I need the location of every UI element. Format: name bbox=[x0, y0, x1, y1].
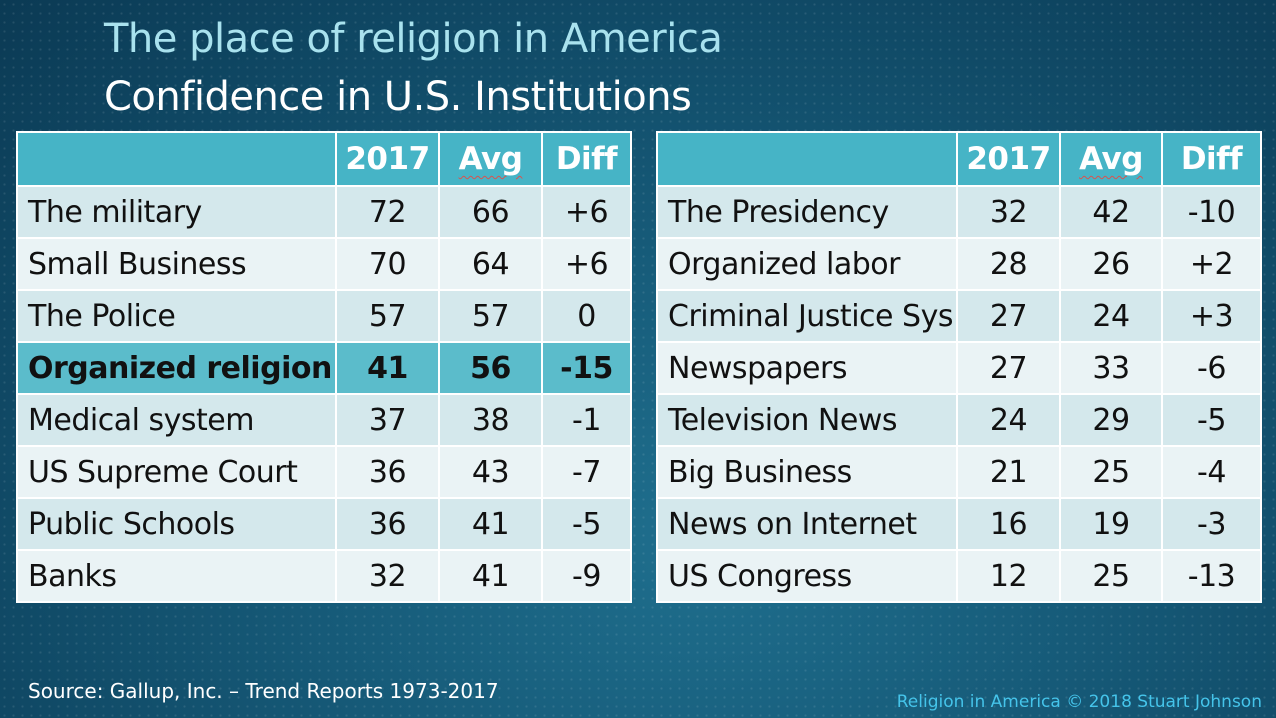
value-avg: 66 bbox=[438, 185, 543, 239]
value-avg: 42 bbox=[1059, 185, 1163, 239]
value-diff: 0 bbox=[541, 289, 632, 343]
institution-name: Organized religion bbox=[16, 341, 337, 395]
value-avg: 26 bbox=[1059, 237, 1163, 291]
header-avg: Avg bbox=[438, 131, 543, 187]
table-row: Criminal Justice Sys 27 24 +3 bbox=[656, 289, 1262, 343]
header-avg-label: Avg bbox=[458, 141, 523, 177]
value-diff: -6 bbox=[1161, 341, 1262, 395]
table-header-row: 2017 Avg Diff bbox=[16, 131, 632, 187]
value-2017: 27 bbox=[956, 341, 1061, 395]
value-diff: -13 bbox=[1161, 549, 1262, 603]
header-diff: Diff bbox=[541, 131, 632, 187]
value-diff: +2 bbox=[1161, 237, 1262, 291]
value-avg: 25 bbox=[1059, 549, 1163, 603]
value-2017: 37 bbox=[335, 393, 440, 447]
institution-name: News on Internet bbox=[656, 497, 958, 551]
value-avg: 24 bbox=[1059, 289, 1163, 343]
institution-name: The military bbox=[16, 185, 337, 239]
table-row: Banks 32 41 -9 bbox=[16, 549, 632, 603]
value-2017: 28 bbox=[956, 237, 1061, 291]
value-avg: 33 bbox=[1059, 341, 1163, 395]
header-2017: 2017 bbox=[956, 131, 1061, 187]
institutions-table-right: 2017 Avg Diff The Presidency 32 42 -10 O… bbox=[656, 131, 1262, 603]
value-diff: -3 bbox=[1161, 497, 1262, 551]
header-diff: Diff bbox=[1161, 131, 1262, 187]
table-row: US Congress 12 25 -13 bbox=[656, 549, 1262, 603]
institution-name: The Police bbox=[16, 289, 337, 343]
header-institution bbox=[656, 131, 958, 187]
value-2017: 32 bbox=[335, 549, 440, 603]
value-avg: 56 bbox=[438, 341, 543, 395]
value-avg: 64 bbox=[438, 237, 543, 291]
value-diff: +3 bbox=[1161, 289, 1262, 343]
value-2017: 70 bbox=[335, 237, 440, 291]
value-diff: -4 bbox=[1161, 445, 1262, 499]
value-2017: 57 bbox=[335, 289, 440, 343]
table-row: The Police 57 57 0 bbox=[16, 289, 632, 343]
value-diff: -1 bbox=[541, 393, 632, 447]
value-avg: 41 bbox=[438, 549, 543, 603]
table-row: Small Business 70 64 +6 bbox=[16, 237, 632, 291]
value-2017: 27 bbox=[956, 289, 1061, 343]
value-2017: 36 bbox=[335, 445, 440, 499]
institution-name: US Congress bbox=[656, 549, 958, 603]
table-row: Big Business 21 25 -4 bbox=[656, 445, 1262, 499]
institution-name: Television News bbox=[656, 393, 958, 447]
institution-name: US Supreme Court bbox=[16, 445, 337, 499]
table-row: Television News 24 29 -5 bbox=[656, 393, 1262, 447]
institutions-table-left: 2017 Avg Diff The military 72 66 +6 Smal… bbox=[16, 131, 632, 603]
value-avg: 43 bbox=[438, 445, 543, 499]
table-header-row: 2017 Avg Diff bbox=[656, 131, 1262, 187]
table-row: The Presidency 32 42 -10 bbox=[656, 185, 1262, 239]
institution-name: Organized labor bbox=[656, 237, 958, 291]
table-row: News on Internet 16 19 -3 bbox=[656, 497, 1262, 551]
value-diff: -5 bbox=[541, 497, 632, 551]
institution-name: Banks bbox=[16, 549, 337, 603]
header-institution bbox=[16, 131, 337, 187]
header-avg-label: Avg bbox=[1079, 141, 1143, 177]
institution-name: Newspapers bbox=[656, 341, 958, 395]
institution-name: Small Business bbox=[16, 237, 337, 291]
table-row: Public Schools 36 41 -5 bbox=[16, 497, 632, 551]
value-avg: 41 bbox=[438, 497, 543, 551]
slide-subtitle: Confidence in U.S. Institutions bbox=[104, 74, 692, 120]
header-2017: 2017 bbox=[335, 131, 440, 187]
table-row: Medical system 37 38 -1 bbox=[16, 393, 632, 447]
value-2017: 41 bbox=[335, 341, 440, 395]
institution-name: Public Schools bbox=[16, 497, 337, 551]
value-2017: 16 bbox=[956, 497, 1061, 551]
source-note: Source: Gallup, Inc. – Trend Reports 197… bbox=[28, 679, 499, 703]
value-2017: 12 bbox=[956, 549, 1061, 603]
slide-title: The place of religion in America bbox=[104, 16, 723, 62]
table-row: Organized labor 28 26 +2 bbox=[656, 237, 1262, 291]
value-2017: 72 bbox=[335, 185, 440, 239]
value-diff: -10 bbox=[1161, 185, 1262, 239]
table-row: The military 72 66 +6 bbox=[16, 185, 632, 239]
institution-name: Medical system bbox=[16, 393, 337, 447]
institution-name: The Presidency bbox=[656, 185, 958, 239]
value-avg: 25 bbox=[1059, 445, 1163, 499]
value-avg: 38 bbox=[438, 393, 543, 447]
institution-name: Big Business bbox=[656, 445, 958, 499]
table-row: Newspapers 27 33 -6 bbox=[656, 341, 1262, 395]
value-diff: +6 bbox=[541, 185, 632, 239]
value-avg: 19 bbox=[1059, 497, 1163, 551]
value-2017: 21 bbox=[956, 445, 1061, 499]
header-avg: Avg bbox=[1059, 131, 1163, 187]
value-avg: 29 bbox=[1059, 393, 1163, 447]
value-diff: -7 bbox=[541, 445, 632, 499]
table-row: US Supreme Court 36 43 -7 bbox=[16, 445, 632, 499]
value-2017: 24 bbox=[956, 393, 1061, 447]
value-2017: 32 bbox=[956, 185, 1061, 239]
value-diff: +6 bbox=[541, 237, 632, 291]
copyright-note: Religion in America © 2018 Stuart Johnso… bbox=[896, 692, 1262, 712]
value-diff: -5 bbox=[1161, 393, 1262, 447]
value-diff: -15 bbox=[541, 341, 632, 395]
value-avg: 57 bbox=[438, 289, 543, 343]
value-diff: -9 bbox=[541, 549, 632, 603]
institution-name: Criminal Justice Sys bbox=[656, 289, 958, 343]
table-row-highlighted: Organized religion 41 56 -15 bbox=[16, 341, 632, 395]
value-2017: 36 bbox=[335, 497, 440, 551]
